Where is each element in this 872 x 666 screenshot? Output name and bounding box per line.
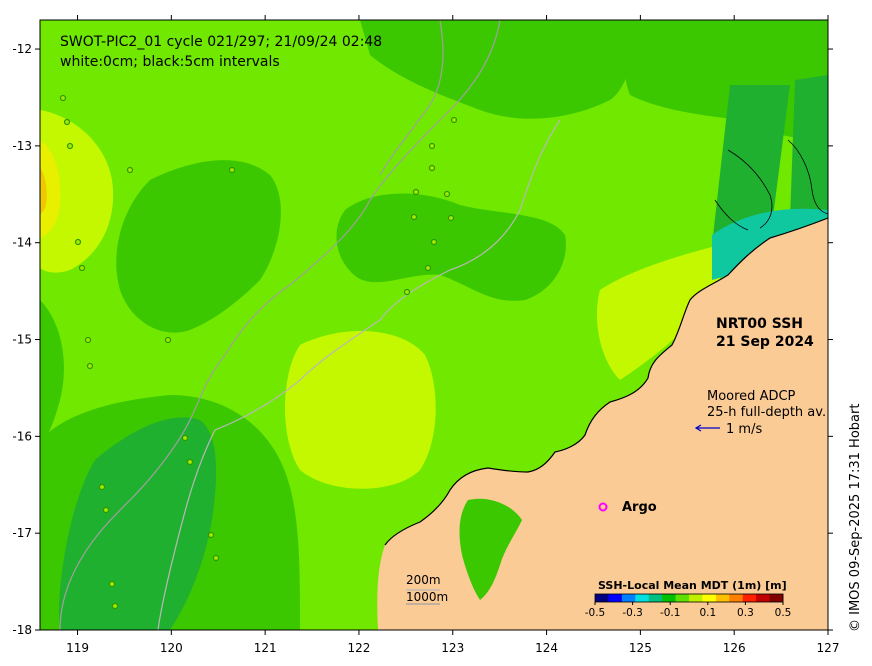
adcp-scale-label: 1 m/s xyxy=(726,422,762,437)
title-line-1: SWOT-PIC2_01 cycle 021/297; 21/09/24 02:… xyxy=(60,34,382,50)
ssh-high-west xyxy=(40,110,114,273)
argo-float-marker xyxy=(598,502,608,512)
ssh-region-southwest-deep xyxy=(59,417,217,630)
ssh-region-center xyxy=(336,193,566,301)
colorbar-segment xyxy=(621,594,636,602)
ssh-high-west-core xyxy=(40,140,61,238)
x-tick-label: 121 xyxy=(254,641,277,655)
colorbar-segment xyxy=(595,594,609,602)
colorbar-segment xyxy=(756,594,771,602)
product-line-1: NRT00 SSH xyxy=(716,316,803,332)
y-tick-label: -14 xyxy=(12,236,32,250)
colorbar-segment xyxy=(635,594,650,602)
isobath-legend-200m: 200m xyxy=(406,573,441,587)
king-sound xyxy=(459,498,522,600)
ssh-contour-3 xyxy=(714,199,749,231)
adcp-scale-arrow xyxy=(694,424,720,432)
y-tick-label: -15 xyxy=(12,333,32,347)
colorbar-tick-label: 0.1 xyxy=(699,607,716,619)
observation-markers xyxy=(59,94,458,610)
adcp-legend-line-2: 25-h full-depth av. xyxy=(707,405,826,420)
x-tick-label: 125 xyxy=(629,641,652,655)
argo-legend-label: Argo xyxy=(622,500,657,515)
y-axis: -12 -13 -14 -15 -16 -17 -18 xyxy=(12,42,833,637)
ssh-region-north xyxy=(360,20,640,119)
colorbar-segment xyxy=(769,594,784,602)
colorbar-tick-label: -0.5 xyxy=(585,607,606,619)
isobath-legend-1000m: 1000m xyxy=(406,590,448,604)
coastline xyxy=(384,217,828,546)
y-tick-label: -16 xyxy=(12,429,32,443)
colorbar-segment xyxy=(662,594,677,602)
x-tick-label: 123 xyxy=(441,641,464,655)
colorbar-segment xyxy=(715,594,730,602)
x-tick-label: 120 xyxy=(160,641,183,655)
copyright-credit: © IMOS 09-Sep-2025 17:31 Hobart xyxy=(848,403,863,632)
ssh-region-left-edge xyxy=(40,300,64,445)
y-tick-label: -18 xyxy=(12,623,32,637)
colorbar-border xyxy=(594,593,784,603)
colorbar-segment xyxy=(742,594,757,602)
ssh-region-center-west xyxy=(116,160,281,333)
colorbar-title: SSH-Local Mean MDT (1m) [m] xyxy=(598,579,787,592)
y-tick-label: -13 xyxy=(12,139,32,153)
title-line-2: white:0cm; black:5cm intervals xyxy=(60,54,280,70)
product-line-2: 21 Sep 2024 xyxy=(716,334,814,350)
colorbar-segment xyxy=(702,594,717,602)
ssh-contour-2 xyxy=(787,139,828,215)
x-axis: 119 120 121 122 123 124 125 126 127 xyxy=(66,15,839,655)
adcp-legend-line-1: Moored ADCP xyxy=(707,389,796,404)
colorbar-segment xyxy=(608,594,623,602)
isobath-1000m xyxy=(59,20,501,630)
plot-frame xyxy=(39,19,829,631)
swot-swath xyxy=(712,85,790,245)
x-tick-label: 119 xyxy=(66,641,89,655)
colorbar-segment xyxy=(675,594,690,602)
colorbar-tick-label: -0.1 xyxy=(660,607,681,619)
x-tick-label: 127 xyxy=(817,641,840,655)
colorbar-segment xyxy=(689,594,703,602)
x-tick-label: 122 xyxy=(347,641,370,655)
x-tick-label: 126 xyxy=(723,641,746,655)
swot-swath-east xyxy=(790,75,828,220)
ssh-contour-1 xyxy=(727,149,773,229)
isobath-1000m-north xyxy=(379,20,444,176)
ssh-high-west-peak xyxy=(40,168,47,214)
isobath-200m xyxy=(157,119,561,630)
colorbar: -0.5 -0.3 -0.1 0.1 0.3 0.5 xyxy=(585,593,792,619)
colorbar-tick-label: 0.5 xyxy=(775,607,792,619)
ssh-high-center xyxy=(285,331,436,489)
y-tick-label: -17 xyxy=(12,526,32,540)
colorbar-tick-label: -0.3 xyxy=(622,607,643,619)
colorbar-tick-label: 0.3 xyxy=(737,607,754,619)
x-tick-label: 124 xyxy=(535,641,558,655)
map-area: -0.5 -0.3 -0.1 0.1 0.3 0.5 xyxy=(40,20,828,630)
ssh-high-coastal xyxy=(596,245,720,380)
colorbar-segment xyxy=(648,594,663,602)
colorbar-segment xyxy=(729,594,744,602)
y-tick-label: -12 xyxy=(12,42,32,56)
